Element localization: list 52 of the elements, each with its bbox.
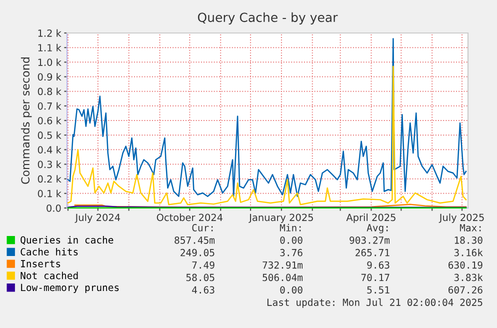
x-tick-label: January 2025 <box>248 214 313 223</box>
text: 732.91m <box>262 261 303 269</box>
x-tick-label: July 2024 <box>74 214 120 223</box>
text: 0.00 <box>280 236 302 244</box>
text: 857.45m <box>174 236 215 244</box>
y-tick-label: 0.0 <box>46 204 61 212</box>
line-series <box>67 38 467 197</box>
legend-label: Inserts <box>21 260 60 268</box>
text: 249.05 <box>180 248 214 256</box>
y-tick-label: 0.4 k <box>38 146 62 154</box>
line-series <box>67 66 467 206</box>
text: 265.71 <box>356 248 390 256</box>
text: 4.63 <box>192 286 214 294</box>
y-tick-label: 0.5 k <box>38 131 62 139</box>
legend-label: Queries in cache <box>20 236 114 245</box>
y-tick-label: 0.3 k <box>38 160 62 168</box>
y-tick-label: 1.2 k <box>38 29 62 37</box>
text: Max: <box>460 224 481 232</box>
x-tick-label: October 2024 <box>156 214 223 222</box>
y-tick-label: 0.1 k <box>38 190 62 198</box>
x-tick-label: April 2025 <box>346 214 396 223</box>
text: 506.04m <box>262 274 303 282</box>
text: 3.76 <box>280 248 302 256</box>
text: 7.49 <box>192 261 214 269</box>
legend-label: Cache hits <box>20 248 78 256</box>
text: 9.63 <box>367 261 390 269</box>
legend-label: Not cached <box>20 272 78 280</box>
text: 5.51 <box>367 286 390 294</box>
text: 58.05 <box>186 274 214 282</box>
y-tick-label: 1.1 k <box>38 44 62 52</box>
legend-label: Low-memory prunes <box>21 284 119 294</box>
text: Avg: <box>366 224 388 234</box>
y-tick-label: 0.2 k <box>38 175 62 183</box>
chart-title: Query Cache - by year <box>198 12 338 24</box>
y-tick-label: 0.7 k <box>38 102 62 110</box>
x-tick-label: July 2025 <box>438 214 484 223</box>
y-axis-title: Commands per second <box>20 57 32 184</box>
text: Last update: Mon Jul 21 02:00:04 2025 <box>267 298 482 308</box>
text: 903.27m <box>350 236 390 244</box>
text: 70.17 <box>361 274 390 282</box>
text: Min: <box>280 224 301 232</box>
text: Cur: <box>192 224 213 232</box>
text: 3.16k <box>454 248 483 256</box>
y-tick-label: 1.0 k <box>38 58 62 66</box>
y-tick-label: 0.9 k <box>38 73 62 81</box>
y-tick-label: 0.6 k <box>38 116 62 124</box>
text: 630.19 <box>448 261 482 269</box>
y-tick-label: 0.8 k <box>38 88 62 96</box>
text: 0.00 <box>280 286 302 294</box>
text: 18.30 <box>454 236 482 244</box>
text: 3.83k <box>454 274 483 282</box>
text: 607.26 <box>448 286 482 294</box>
